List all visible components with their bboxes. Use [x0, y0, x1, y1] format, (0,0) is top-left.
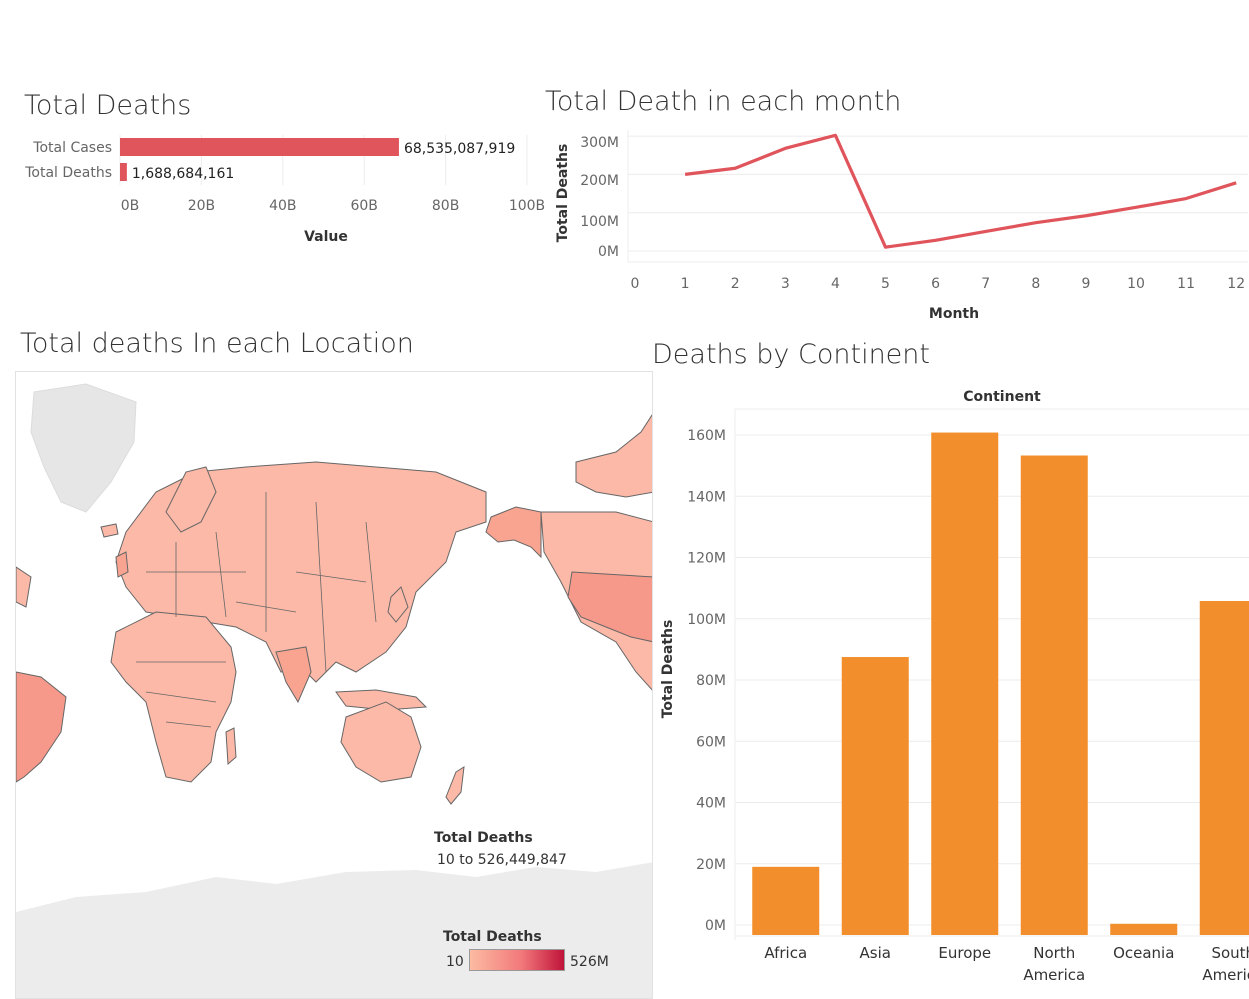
vbar-y-tick: 120M	[687, 551, 726, 567]
continent-deaths-title: Deaths by Continent	[652, 339, 930, 370]
total-deaths-bar-chart: 0B 20B 40B 60B 80B 100B Total Cases 68,535,087,…	[24, 135, 545, 245]
vbar-category-label: America	[1202, 966, 1249, 984]
vbar-y-tick: 160M	[687, 428, 726, 444]
usa-shape	[567, 571, 652, 643]
uk-shape	[115, 551, 129, 578]
hbar-bar	[120, 163, 127, 181]
line-y-axis-title: Total Deaths	[555, 144, 571, 243]
line-x-tick: 12	[1227, 276, 1245, 292]
vbar-y-tick: 60M	[696, 734, 726, 750]
line-series-total-deaths	[684, 133, 1237, 249]
line-x-tick: 2	[731, 276, 740, 292]
vbar-y-tick: 20M	[696, 857, 726, 873]
vbar-y-axis-title: Total Deaths	[660, 620, 676, 719]
australia-shape	[340, 701, 422, 783]
iceland-shape	[100, 523, 119, 538]
hbar-x-tick: 20B	[188, 198, 215, 214]
vbar-bar	[1020, 455, 1088, 935]
central-america-shape	[16, 566, 32, 608]
line-x-tick: 8	[1031, 276, 1040, 292]
hbar-category-label: Total Cases	[32, 140, 112, 156]
continent-deaths-bar-chart: Continent 0M 20M 40M 60M 80M 100M 120M 140M 160M A…	[660, 389, 1249, 984]
map-tooltip-range: 10 to 526,449,847	[437, 852, 567, 868]
line-x-tick: 0	[631, 276, 640, 292]
line-x-axis-title: Month	[929, 306, 979, 322]
map-legend-title: Total Deaths	[443, 929, 542, 945]
africa-shape	[110, 611, 237, 783]
vbar-y-tick: 100M	[687, 612, 726, 628]
map-shapes	[16, 383, 652, 998]
alaska-shape	[485, 506, 542, 559]
india-shape	[275, 646, 312, 704]
map-legend-min: 10	[446, 954, 464, 970]
monthly-deaths-title: Total Death in each month	[545, 86, 902, 117]
vbar-category-label: Europe	[938, 944, 991, 962]
vbar-y-tick: 0M	[705, 918, 726, 934]
greenland-shape	[30, 383, 137, 513]
south-america-shape	[16, 671, 67, 783]
japan-shape	[387, 586, 409, 623]
hbar-x-tick: 60B	[350, 198, 377, 214]
vbar-category-label: South	[1211, 944, 1249, 962]
line-x-tick: 6	[931, 276, 940, 292]
world-map[interactable]: Total Deaths 10 to 526,449,847 Total Dea…	[15, 371, 653, 999]
hbar-x-tick: 40B	[269, 198, 296, 214]
line-x-tick: 10	[1127, 276, 1145, 292]
map-title: Total deaths In each Location	[20, 328, 414, 359]
line-x-tick: 3	[781, 276, 790, 292]
hbar-category-label: Total Deaths	[24, 165, 112, 181]
vbar-y-tick: 140M	[687, 489, 726, 505]
line-x-tick: 5	[881, 276, 890, 292]
line-y-tick: 300M	[580, 135, 619, 151]
country-borders	[136, 492, 377, 728]
line-x-tick: 9	[1081, 276, 1090, 292]
new-zealand-shape	[445, 766, 465, 805]
total-deaths-title: Total Deaths	[24, 90, 192, 121]
line-x-tick: 7	[981, 276, 990, 292]
arctic-islands-shape	[575, 414, 652, 498]
vbar-bar	[841, 657, 909, 935]
vbar-category-label: North	[1033, 944, 1075, 962]
line-x-tick: 1	[681, 276, 690, 292]
line-x-tick: 4	[831, 276, 840, 292]
line-y-tick: 0M	[598, 244, 619, 260]
map-legend-max: 526M	[570, 954, 609, 970]
vbar-y-tick: 40M	[696, 796, 726, 812]
hbar-x-axis-title: Value	[304, 229, 348, 245]
vbar-category-label: Oceania	[1113, 944, 1174, 962]
map-legend-gradient	[469, 949, 565, 971]
line-y-tick: 100M	[580, 214, 619, 230]
vbar-y-tick: 80M	[696, 673, 726, 689]
line-x-tick: 11	[1177, 276, 1195, 292]
hbar-bar	[120, 138, 399, 156]
indonesia-shape	[335, 689, 428, 711]
scandinavia-shape	[165, 466, 217, 533]
hbar-x-tick: 80B	[432, 198, 459, 214]
vbar-category-label: America	[1023, 966, 1085, 984]
vbar-bar	[1110, 923, 1178, 935]
vbar-header: Continent	[963, 389, 1041, 405]
hbar-value-label: 68,535,087,919	[404, 141, 515, 157]
hbar-x-tick: 0B	[121, 198, 140, 214]
vbar-bar	[1199, 600, 1249, 935]
vbar-category-label: Asia	[860, 944, 891, 962]
vbar-bar	[931, 432, 999, 935]
hbar-value-label: 1,688,684,161	[132, 166, 234, 182]
madagascar-shape	[225, 727, 237, 766]
map-tooltip-title: Total Deaths	[434, 830, 533, 846]
line-y-tick: 200M	[580, 173, 619, 189]
vbar-bar	[752, 866, 820, 935]
hbar-x-tick: 100B	[509, 198, 545, 214]
vbar-category-label: Africa	[764, 944, 807, 962]
antarctica-shape	[16, 862, 652, 998]
